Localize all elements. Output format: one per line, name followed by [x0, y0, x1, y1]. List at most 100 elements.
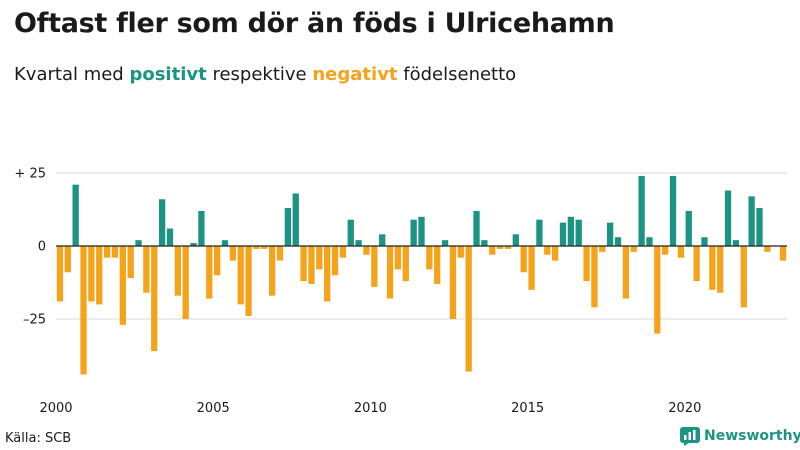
bar-41	[379, 234, 386, 246]
bar-49	[441, 240, 449, 246]
gridlines	[56, 172, 787, 320]
bar-51	[457, 246, 464, 258]
bar-47	[426, 246, 433, 270]
bar-14	[166, 228, 174, 246]
bar-32	[308, 246, 315, 284]
bar-54	[481, 240, 488, 246]
bar-63	[551, 246, 559, 261]
subtitle-positive-word: positivt	[129, 64, 207, 85]
bar-78	[669, 175, 677, 246]
bar-36	[339, 246, 347, 258]
bar-31	[300, 246, 307, 282]
source-note: Källa: SCB	[5, 431, 72, 446]
bar-55	[489, 246, 496, 255]
bar-48	[434, 246, 441, 284]
bar-61	[536, 219, 543, 246]
bar-40	[371, 246, 378, 287]
bar-70	[607, 222, 614, 246]
bar-24	[245, 246, 252, 317]
subtitle-middle: respektive	[212, 64, 307, 85]
bar-86	[732, 240, 740, 246]
bar-7	[111, 246, 119, 258]
bar-10	[135, 240, 142, 246]
bar-38	[355, 240, 362, 246]
bar-43	[394, 246, 402, 270]
bar-53	[473, 210, 480, 246]
bar-50	[449, 246, 457, 319]
bar-84	[717, 246, 724, 293]
bar-66	[575, 219, 582, 246]
bar-20	[213, 246, 221, 276]
bar-2	[72, 184, 79, 246]
x-tick-label-2010: 2010	[354, 401, 387, 416]
bar-21	[221, 240, 229, 246]
x-tick-label-2000: 2000	[39, 401, 72, 416]
bar-59	[520, 246, 527, 273]
bar-37	[347, 219, 354, 246]
bar-17	[190, 243, 197, 246]
bar-58	[512, 234, 519, 246]
chart-title: Oftast fler som dör än föds i Ulricehamn	[14, 8, 615, 39]
bar-25	[253, 246, 260, 249]
bar-56	[496, 246, 504, 249]
bar-45	[410, 219, 417, 246]
x-tick-label-2005: 2005	[197, 401, 230, 416]
bar-6	[103, 246, 111, 258]
bar-12	[151, 246, 158, 352]
bar-26	[261, 246, 268, 249]
bar-27	[269, 246, 276, 296]
bar-57	[504, 246, 512, 249]
x-tick-label-2015: 2015	[511, 401, 544, 416]
bar-89	[756, 208, 763, 246]
y-tick-label-1: 0	[38, 240, 46, 255]
bar-0	[56, 246, 64, 302]
bar-74	[638, 175, 645, 246]
bar-77	[662, 246, 669, 255]
x-tick-label-2020: 2020	[668, 401, 701, 416]
bar-18	[198, 210, 205, 246]
bar-72	[622, 246, 630, 299]
bar-1	[64, 246, 71, 273]
bar-8	[119, 246, 126, 325]
bar-9	[127, 246, 134, 279]
bar-22	[229, 246, 236, 261]
bar-64	[559, 222, 567, 246]
y-tick-label-2: –25	[23, 313, 46, 328]
bar-79	[677, 246, 685, 258]
bar-76	[654, 246, 661, 334]
x-axis-labels: 2000 2005 2010 2015 2020	[39, 401, 701, 416]
bar-62	[544, 246, 551, 255]
chart-subtitle: Kvartal med positivt respektive negativt…	[14, 64, 516, 85]
bar-39	[363, 246, 370, 255]
bar-46	[418, 216, 425, 246]
y-tick-label-0: + 25	[14, 167, 46, 182]
subtitle-prefix: Kvartal med	[14, 64, 124, 85]
bar-33	[316, 246, 323, 270]
bar-82	[701, 237, 708, 246]
bar-68	[591, 246, 598, 308]
subtitle-suffix: födelsenetto	[403, 64, 517, 85]
bars	[56, 175, 787, 375]
bar-92	[779, 246, 787, 261]
bar-52	[465, 246, 472, 372]
bar-80	[685, 210, 692, 246]
y-axis-labels: + 25 0 –25	[14, 167, 46, 328]
bar-19	[206, 246, 213, 299]
bar-88	[748, 196, 755, 246]
bar-23	[237, 246, 244, 305]
bar-67	[583, 246, 590, 282]
bar-30	[292, 193, 299, 246]
bar-16	[182, 246, 189, 319]
bar-34	[324, 246, 331, 302]
bar-3	[80, 246, 87, 375]
bar-69	[599, 246, 606, 252]
bar-15	[174, 246, 181, 296]
brand-name: Newsworthy	[704, 428, 800, 444]
bar-83	[709, 246, 716, 290]
newsworthy-logo-icon	[680, 427, 700, 446]
bar-29	[284, 208, 292, 246]
brand-logo: Newsworthy	[680, 426, 800, 446]
bar-73	[630, 246, 637, 252]
bar-42	[386, 246, 394, 299]
